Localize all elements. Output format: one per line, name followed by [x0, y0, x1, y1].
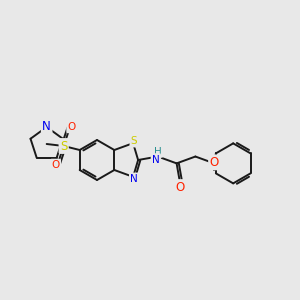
Text: O: O	[68, 122, 76, 132]
Text: H: H	[154, 146, 162, 157]
Text: S: S	[131, 136, 137, 146]
Text: O: O	[210, 156, 219, 169]
Text: N: N	[42, 121, 51, 134]
Text: S: S	[60, 140, 68, 152]
Text: N: N	[130, 174, 138, 184]
Text: O: O	[52, 160, 60, 170]
Text: N: N	[152, 154, 160, 164]
Text: O: O	[176, 181, 185, 194]
